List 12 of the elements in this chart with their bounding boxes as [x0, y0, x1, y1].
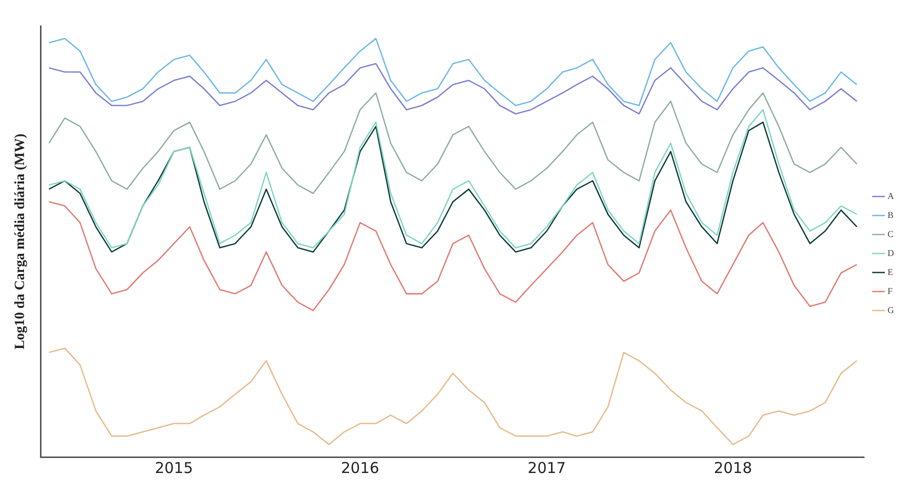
legend-label: B	[888, 210, 894, 220]
x-tick-label: 2018	[714, 458, 752, 477]
legend-label: C	[888, 228, 894, 239]
legend-label: F	[888, 286, 893, 296]
legend-label: E	[888, 266, 894, 277]
y-axis-title: Log10 da Carga média diária (MW)	[13, 133, 28, 350]
legend-label: A	[888, 190, 894, 201]
legend-label: G	[888, 304, 894, 315]
x-tick-label: 2016	[340, 458, 380, 477]
x-tick-label: 2017	[528, 458, 566, 477]
x-tick-label: 2015	[154, 458, 194, 477]
legend-label: D	[888, 248, 894, 258]
